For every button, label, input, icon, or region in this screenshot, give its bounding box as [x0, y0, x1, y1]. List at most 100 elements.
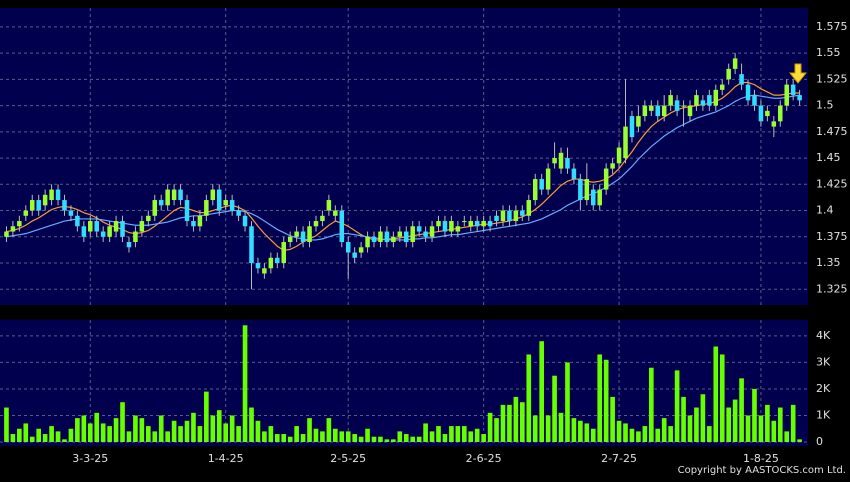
volume-bar	[274, 434, 280, 442]
candle-body	[520, 210, 525, 216]
volume-bar	[461, 426, 467, 442]
volume-bar	[204, 391, 209, 442]
candle-body	[694, 95, 699, 106]
candle-body	[307, 226, 312, 243]
candle-body	[236, 210, 241, 216]
candle-body	[184, 200, 190, 222]
candle-body	[352, 252, 357, 258]
candle-body	[539, 179, 544, 190]
candle-body	[578, 179, 583, 201]
volume-bar	[184, 420, 190, 442]
volume-bar	[423, 423, 428, 442]
volume-bar	[416, 436, 422, 442]
y-tick-label: 1.425	[816, 177, 848, 190]
candle-body	[481, 221, 486, 227]
candle-body	[429, 226, 435, 237]
candle-body	[500, 210, 506, 222]
candle-body	[371, 236, 377, 243]
candle-body	[100, 231, 106, 237]
volume-bar	[345, 431, 351, 442]
volume-bar	[371, 436, 377, 442]
candle-body	[133, 231, 138, 243]
volume-bar	[765, 404, 770, 442]
candle-body	[416, 226, 422, 232]
candle-body	[171, 189, 177, 201]
volume-bar	[287, 436, 293, 442]
volume-bar	[300, 434, 306, 442]
candle-body	[275, 257, 280, 264]
copyright: Copyright by AASTOCKS.com Ltd.	[678, 465, 846, 476]
volume-bar	[81, 415, 87, 442]
volume-bar	[145, 426, 151, 442]
volume-bar	[307, 418, 312, 442]
candle-body	[526, 200, 532, 216]
volume-bar	[455, 426, 461, 442]
candle-body	[339, 210, 345, 243]
volume-bar	[268, 426, 274, 442]
volume-bar	[752, 388, 757, 442]
candle-body	[210, 189, 216, 201]
volume-bar	[558, 412, 564, 442]
volume-bar	[700, 394, 706, 442]
volume-bar	[120, 402, 125, 442]
volume-bar	[597, 354, 603, 442]
volume-bar	[36, 428, 42, 442]
candle-body	[513, 210, 519, 222]
candle-body	[713, 89, 719, 106]
candle-body	[442, 221, 448, 232]
candle-body	[597, 189, 602, 206]
volume-bar	[236, 426, 241, 442]
candle-body	[300, 231, 306, 243]
candle-body	[49, 189, 54, 201]
candle-body	[326, 200, 332, 211]
candle-body	[636, 116, 641, 127]
volume-bar	[565, 362, 570, 442]
volume-bar	[468, 431, 474, 442]
volume-bar	[178, 426, 183, 442]
candle-body	[707, 95, 712, 106]
candle-body	[397, 231, 403, 237]
volume-bar	[545, 415, 551, 442]
candle-body	[739, 74, 744, 85]
y-tick-label: 1.4	[816, 204, 834, 217]
candle-body	[507, 210, 512, 222]
volume-bar	[784, 431, 790, 442]
y-tick-label: 1.525	[816, 72, 848, 85]
volume-bar	[384, 439, 390, 442]
candle-body	[75, 215, 80, 227]
volume-bar	[797, 439, 802, 442]
volume-bar	[216, 410, 222, 442]
candle-body	[778, 105, 783, 122]
y-tick-label: 1.45	[816, 151, 841, 164]
volume-bar	[758, 415, 764, 442]
volume-bar	[719, 354, 725, 442]
candle-body	[745, 84, 751, 101]
candle-body	[4, 231, 9, 237]
volume-bar	[4, 407, 9, 442]
candle-body	[294, 231, 299, 237]
y-tick-label: 1.55	[816, 46, 841, 59]
candle-body	[668, 95, 673, 106]
volume-bar	[687, 415, 693, 442]
candle-body	[345, 242, 351, 253]
candle-body	[378, 231, 383, 243]
candle-body	[36, 200, 41, 211]
candle-body	[384, 231, 390, 243]
volume-bar	[629, 428, 635, 442]
x-tick-label: 1-4-25	[208, 452, 244, 465]
candle-body	[281, 242, 286, 264]
volume-bar	[636, 431, 641, 442]
y-tick-label: 2K	[816, 382, 831, 395]
volume-bar	[513, 396, 519, 442]
volume-bar	[603, 359, 609, 442]
candle-body	[552, 158, 557, 164]
candle-body	[545, 168, 551, 190]
y-tick-label: 0	[816, 435, 823, 448]
volume-bar	[75, 418, 80, 442]
candle-body	[758, 105, 764, 122]
candle-body	[10, 226, 16, 232]
volume-bar	[365, 428, 370, 442]
candle-body	[358, 247, 364, 253]
candle-body	[29, 200, 35, 211]
